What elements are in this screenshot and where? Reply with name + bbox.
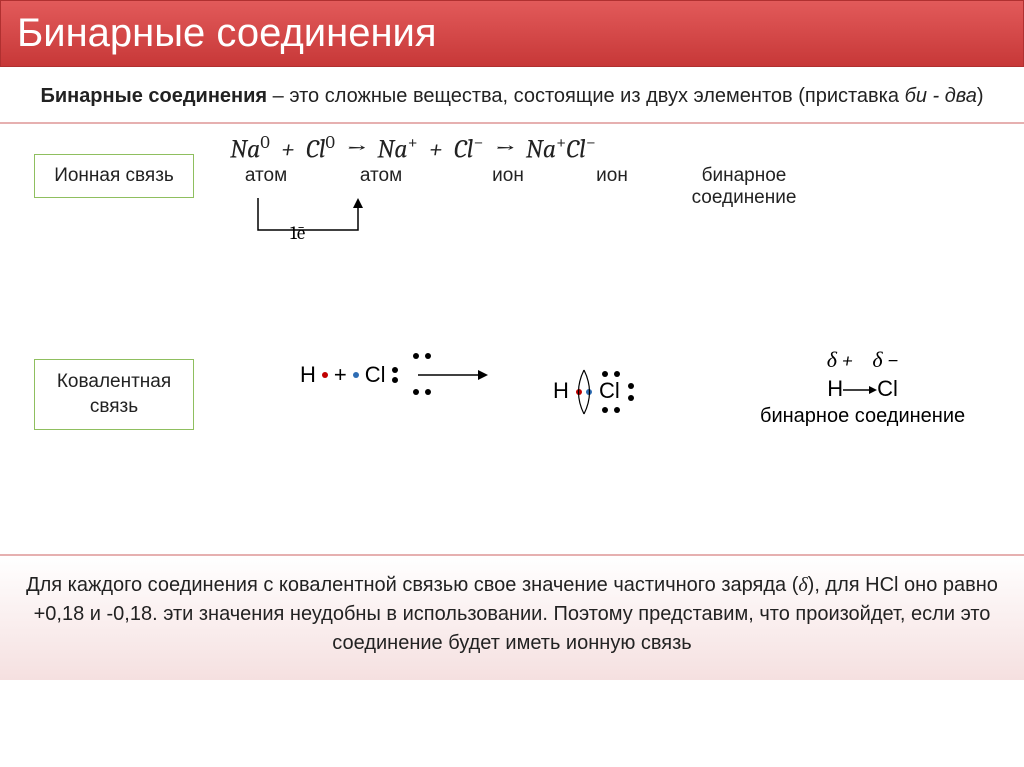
cl0-sup: 0 bbox=[326, 132, 335, 153]
plus-1: + bbox=[281, 135, 294, 165]
slide-header: Бинарные соединения bbox=[0, 0, 1024, 67]
cl0: Cl bbox=[306, 135, 326, 165]
cl-final: Cl bbox=[566, 135, 586, 165]
content-area: Ионная связь Na0 + Cl0 → Na+ + Cl− → Na+… bbox=[0, 124, 1024, 554]
plus-2: + bbox=[429, 135, 442, 165]
definition-body: – это сложные вещества, состоящие из дву… bbox=[267, 85, 904, 107]
covalent-bond-label: Ковалентная связь bbox=[34, 359, 194, 430]
na0: Na bbox=[230, 135, 260, 165]
cl-final-sup: − bbox=[586, 132, 596, 153]
svg-text:Cl: Cl bbox=[599, 378, 620, 403]
electron-transfer-arrow bbox=[240, 198, 380, 246]
hcl-dipole: H Cl bbox=[760, 375, 965, 404]
na-final: Na bbox=[526, 135, 556, 165]
delta-minus: δ − bbox=[872, 347, 898, 373]
annot-ion2: ион bbox=[572, 165, 652, 211]
na0-sup: 0 bbox=[260, 132, 269, 153]
lewis-left: H + Cl bbox=[300, 362, 398, 388]
slide-title: Бинарные соединения bbox=[17, 11, 1007, 56]
dot-icon bbox=[392, 367, 398, 373]
cl-lone-pair-right bbox=[392, 367, 398, 383]
arrow-2: → bbox=[495, 135, 514, 165]
definition-prefix: би - два bbox=[905, 85, 977, 107]
delta-plus: δ + bbox=[827, 347, 853, 373]
cl-lone-pairs-extra bbox=[402, 352, 448, 403]
ionic-bond-label: Ионная связь bbox=[34, 154, 194, 198]
covalent-equation: H + Cl bbox=[300, 362, 502, 388]
na-plus: Na bbox=[377, 135, 407, 165]
footer-text-a: Для каждого соединения с ковалентной свя… bbox=[26, 574, 798, 596]
definition-term: Бинарные соединения bbox=[40, 85, 267, 107]
h-final: H bbox=[827, 376, 843, 401]
equation-row: Na0 + Cl0 → Na+ + Cl− → Na+Cl− bbox=[230, 132, 814, 165]
footer-band: Для каждого соединения с ковалентной свя… bbox=[0, 554, 1024, 680]
definition-band: Бинарные соединения – это сложные вещест… bbox=[0, 67, 1024, 124]
na-plus-sup: + bbox=[408, 132, 418, 153]
dot-icon bbox=[392, 377, 398, 383]
delta-row: δ + δ − bbox=[760, 346, 965, 375]
cl-atom: Cl bbox=[365, 362, 386, 388]
na-final-sup: + bbox=[556, 132, 566, 153]
definition-tail: ) bbox=[977, 85, 984, 107]
hcl-molecule: H Cl bbox=[545, 362, 675, 427]
h-atom: H bbox=[300, 362, 316, 388]
annot-compound: бинарное соединение bbox=[674, 165, 814, 211]
svg-text:H: H bbox=[553, 378, 569, 403]
covalent-compound-label: бинарное соединение bbox=[760, 403, 965, 429]
arrow-1: → bbox=[346, 135, 365, 165]
dot-blue-icon bbox=[353, 372, 359, 378]
dot-red-icon bbox=[322, 372, 328, 378]
electron-label: 1ē bbox=[290, 222, 305, 244]
hcl-binary-block: δ + δ − H Cl бинарное соединение bbox=[760, 346, 965, 429]
plus-cov: + bbox=[334, 362, 347, 388]
cl-minus-sup: − bbox=[473, 132, 483, 153]
annot-ion1: ион bbox=[468, 165, 548, 211]
footer-delta: δ bbox=[798, 573, 807, 596]
cl-minus: Cl bbox=[454, 135, 474, 165]
cl-final-cov: Cl bbox=[877, 376, 898, 401]
